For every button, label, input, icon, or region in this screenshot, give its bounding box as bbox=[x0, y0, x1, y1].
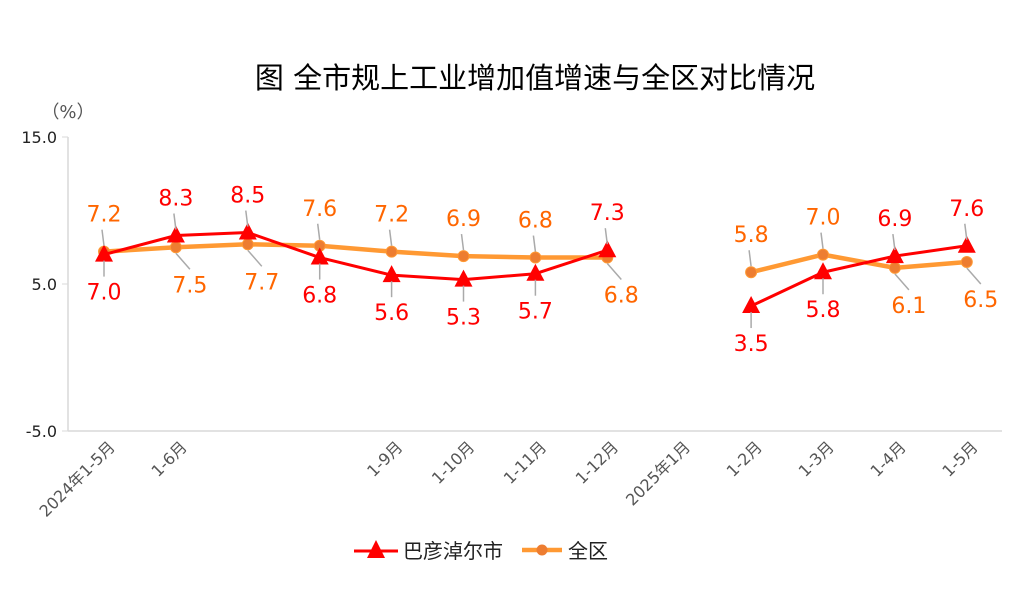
data-label: 6.9 bbox=[877, 207, 912, 232]
series-line-city bbox=[750, 244, 968, 308]
data-label: 7.0 bbox=[806, 206, 841, 231]
data-label: 6.8 bbox=[302, 284, 337, 309]
x-tick-label: 1-2月 bbox=[723, 437, 766, 480]
y-tick-label: 5.0 bbox=[32, 275, 57, 294]
data-label: 7.6 bbox=[949, 197, 984, 222]
data-label: 7.7 bbox=[244, 270, 279, 295]
data-point-region bbox=[169, 241, 182, 254]
x-tick-label: 1-9月 bbox=[363, 437, 406, 480]
leader-line bbox=[966, 267, 982, 285]
data-label: 7.3 bbox=[590, 201, 625, 226]
y-axis-label: （%） bbox=[41, 102, 94, 123]
data-label: 6.9 bbox=[446, 207, 481, 232]
data-point-region bbox=[457, 250, 470, 263]
data-point-region bbox=[241, 238, 254, 251]
data-label: 8.3 bbox=[158, 186, 193, 211]
data-point-city bbox=[382, 265, 401, 283]
y-tick-label: 15.0 bbox=[21, 128, 57, 147]
data-point-region bbox=[960, 255, 973, 268]
leader-line bbox=[460, 233, 465, 251]
leader-line bbox=[173, 213, 177, 230]
series-line-region bbox=[750, 252, 967, 275]
leader-line bbox=[894, 273, 910, 291]
x-tick-label: 2025年1月 bbox=[622, 437, 694, 509]
leader-line bbox=[316, 223, 321, 240]
data-point-region bbox=[745, 266, 758, 279]
x-tick-label: 2024年1-5月 bbox=[35, 437, 118, 520]
chart-title: 图 全市规上工业增加值增速与全区对比情况 bbox=[255, 61, 815, 95]
data-label: 6.8 bbox=[604, 284, 639, 309]
data-point-region bbox=[817, 248, 829, 261]
data-point-city bbox=[814, 262, 832, 280]
data-point-city bbox=[742, 296, 761, 314]
data-label: 7.6 bbox=[302, 197, 337, 222]
x-tick-label: 1-5月 bbox=[938, 437, 981, 480]
leader-line bbox=[964, 223, 968, 240]
x-tick-label: 1-6月 bbox=[147, 437, 190, 480]
x-tick-label: 1-12月 bbox=[572, 437, 622, 487]
legend: 巴彦淖尔市 全区 bbox=[354, 539, 608, 563]
x-tick-label: 1-4月 bbox=[866, 437, 909, 480]
leader-line bbox=[748, 250, 752, 267]
data-label: 7.2 bbox=[87, 203, 122, 228]
leader-line bbox=[245, 210, 249, 227]
leader-line bbox=[532, 235, 537, 252]
data-label: 7.5 bbox=[172, 273, 207, 298]
leader-line bbox=[892, 233, 896, 251]
legend-marker-city bbox=[367, 540, 385, 558]
y-tick-label: -5.0 bbox=[26, 422, 57, 441]
data-point-city bbox=[526, 263, 545, 281]
series-line-region bbox=[103, 242, 608, 260]
data-label: 8.5 bbox=[230, 184, 265, 209]
data-label: 5.8 bbox=[734, 223, 769, 248]
data-point-city bbox=[95, 244, 113, 262]
data-label: 7.0 bbox=[87, 281, 122, 306]
data-point-region bbox=[888, 261, 901, 274]
data-label: 6.5 bbox=[963, 288, 998, 313]
leader-line bbox=[101, 229, 105, 246]
data-point-city bbox=[957, 235, 976, 253]
data-label: 5.3 bbox=[446, 306, 481, 331]
leader-line bbox=[247, 249, 263, 267]
leader-line bbox=[388, 229, 393, 246]
data-point-city bbox=[598, 240, 617, 258]
data-label: 7.2 bbox=[374, 203, 409, 228]
legend-label-city: 巴彦淖尔市 bbox=[403, 539, 503, 563]
data-point-city bbox=[885, 246, 904, 264]
x-tick-label: 1-3月 bbox=[795, 437, 838, 480]
data-point-city bbox=[238, 222, 257, 240]
data-label: 5.8 bbox=[806, 298, 841, 323]
data-label: 5.7 bbox=[518, 300, 553, 325]
series-line-city bbox=[103, 231, 608, 282]
data-label: 6.1 bbox=[891, 294, 926, 319]
data-point-city bbox=[310, 247, 329, 265]
data-label: 6.8 bbox=[518, 209, 553, 234]
data-point-city bbox=[166, 225, 185, 243]
legend-label-region: 全区 bbox=[568, 539, 608, 563]
leader-line bbox=[606, 263, 622, 281]
data-label: 3.5 bbox=[734, 332, 769, 357]
leader-line bbox=[820, 232, 824, 249]
data-point-city bbox=[454, 269, 473, 287]
leader-line bbox=[175, 252, 191, 270]
leader-line bbox=[604, 228, 609, 245]
data-point-region bbox=[385, 245, 398, 258]
x-tick-label: 1-11月 bbox=[500, 437, 550, 487]
legend-marker-region bbox=[536, 544, 548, 556]
data-point-region bbox=[529, 251, 542, 264]
x-tick-label: 1-10月 bbox=[428, 437, 478, 487]
data-label: 5.6 bbox=[374, 301, 409, 326]
